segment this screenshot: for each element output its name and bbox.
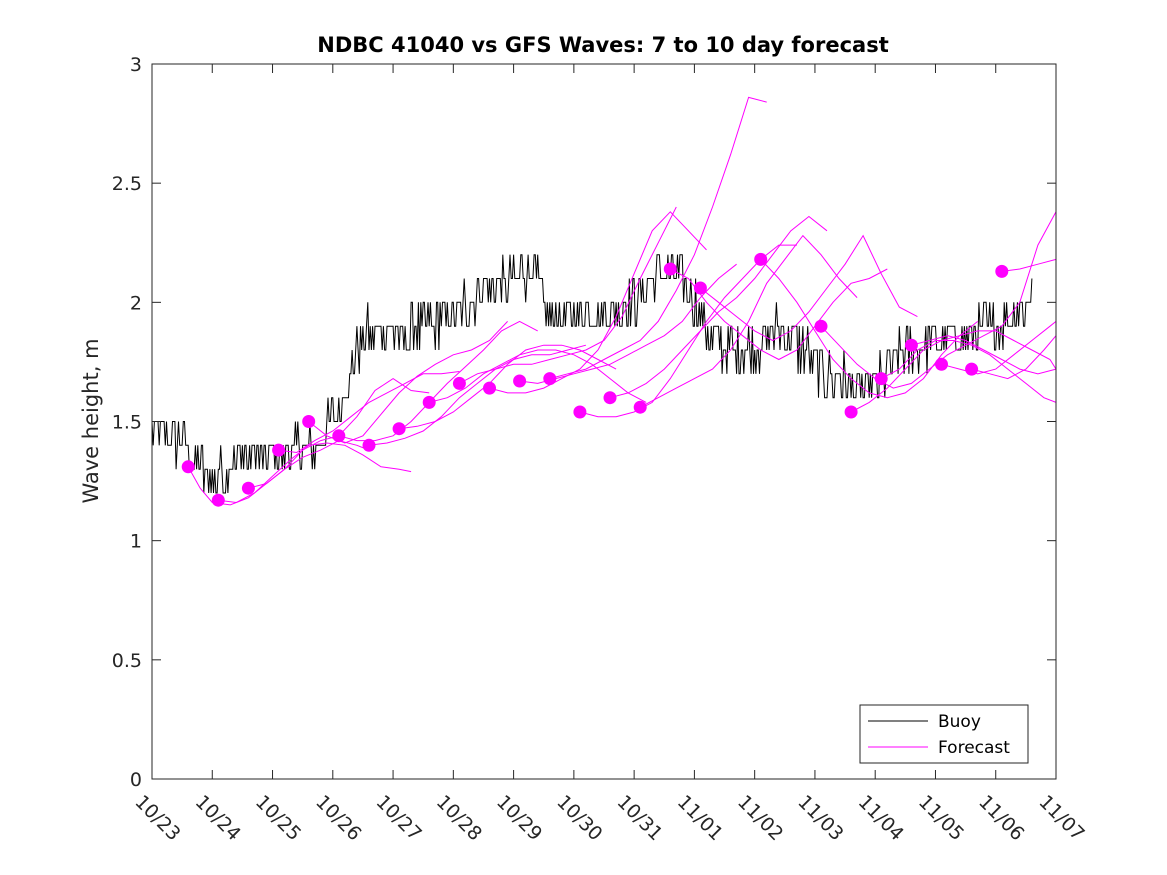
forecast-marker: [814, 319, 828, 333]
plot-area: [152, 64, 1056, 779]
forecast-line: [880, 340, 1057, 403]
forecast-marker: [272, 443, 286, 457]
forecast-marker: [754, 252, 768, 266]
forecast-marker: [663, 262, 677, 276]
forecast-line: [1001, 258, 1057, 272]
forecast-line: [459, 206, 677, 384]
forecast-marker: [693, 281, 707, 295]
forecast-line: [549, 96, 767, 380]
forecast-marker: [573, 405, 587, 419]
forecast-line: [639, 234, 858, 408]
forecast-line: [850, 330, 1057, 413]
chart-title: NDBC 41040 vs GFS Waves: 7 to 10 day for…: [317, 33, 888, 57]
forecast-line: [218, 442, 412, 504]
forecast-line: [700, 234, 918, 342]
y-axis: 0 0.5 1 1.5 2 2.5 3: [112, 54, 1056, 791]
forecast-line: [760, 259, 979, 399]
forecast-series: [187, 96, 1057, 506]
legend-box: [859, 704, 1029, 764]
forecast-marker: [392, 422, 406, 436]
forecast-marker: [543, 372, 557, 386]
y-tick-label: 2.5: [112, 173, 142, 195]
forecast-marker: [181, 460, 195, 474]
forecast-marker: [332, 429, 346, 443]
forecast-marker: [483, 381, 496, 395]
y-tick-label: 0.5: [112, 650, 142, 672]
forecast-marker: [513, 374, 527, 388]
forecast-line: [489, 211, 707, 394]
forecast-marker: [844, 405, 858, 419]
legend: Buoy Forecast: [859, 704, 1029, 764]
forecast-line: [278, 371, 460, 454]
forecast-marker: [362, 438, 376, 452]
y-tick-label: 0: [130, 769, 142, 791]
forecast-line: [368, 344, 587, 446]
forecast-marker: [241, 481, 255, 495]
forecast-marker: [603, 391, 617, 405]
forecast-line: [911, 335, 1057, 375]
forecast-markers: [181, 252, 1009, 507]
y-tick-label: 3: [130, 54, 142, 76]
forecast-marker: [422, 395, 436, 409]
forecast-line: [971, 335, 1057, 380]
forecast-marker: [302, 415, 316, 428]
y-tick-label: 2: [130, 292, 142, 314]
forecast-line: [399, 344, 617, 430]
forecast-marker: [965, 362, 979, 376]
forecast-marker: [995, 264, 1009, 278]
forecast-line: [429, 349, 647, 403]
legend-buoy-label: Buoy: [938, 712, 981, 732]
forecast-marker: [633, 400, 647, 414]
y-axis-label: Wave height, m: [79, 338, 103, 503]
legend-forecast-label: Forecast: [938, 738, 1010, 758]
forecast-marker: [935, 357, 948, 371]
forecast-line: [941, 321, 1057, 375]
y-tick-label: 1: [130, 531, 142, 553]
forecast-marker: [211, 493, 225, 507]
forecast-line: [670, 268, 888, 361]
forecast-marker: [904, 338, 918, 352]
forecast-line: [308, 321, 508, 444]
y-tick-label: 1.5: [112, 412, 142, 434]
forecast-marker: [874, 372, 888, 386]
forecast-line: [609, 215, 828, 399]
forecast-marker: [452, 376, 466, 390]
